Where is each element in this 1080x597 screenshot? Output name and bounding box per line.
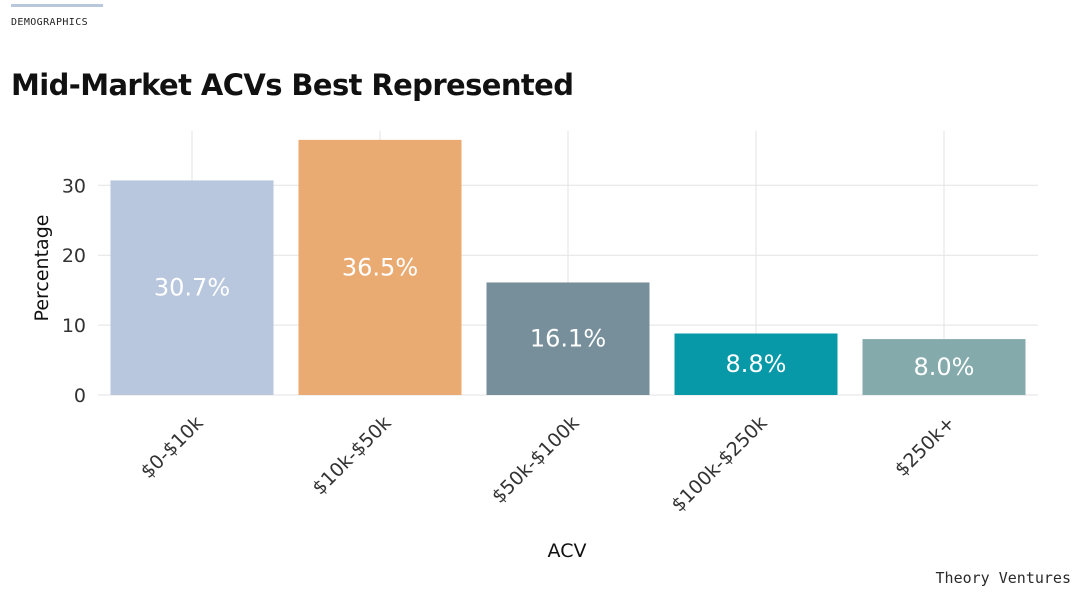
section-label: DEMOGRAPHICS	[11, 17, 89, 28]
y-axis-label: Percentage	[31, 215, 53, 322]
section-rule	[11, 4, 103, 7]
bar-value-label: 30.7%	[154, 274, 230, 302]
bar	[862, 339, 1026, 395]
bar	[298, 139, 462, 395]
y-tick-label: 30	[62, 175, 86, 197]
x-tick-label: $0-$10k	[137, 412, 208, 483]
x-tick-label: $100k-$250k	[667, 412, 771, 516]
x-tick-label: $50k-$100k	[488, 412, 584, 508]
bar-value-label: 36.5%	[342, 253, 418, 281]
bar	[674, 333, 838, 395]
x-axis-label: ACV	[548, 540, 587, 562]
y-tick-label: 0	[74, 385, 86, 407]
bar-value-label: 16.1%	[530, 325, 606, 353]
page-title: Mid-Market ACVs Best Represented	[11, 68, 574, 102]
x-tick-label: $10k-$50k	[308, 412, 395, 499]
footer-brand: Theory Ventures	[935, 569, 1071, 587]
bar-value-label: 8.0%	[914, 353, 975, 381]
bar-value-label: 8.8%	[726, 350, 787, 378]
bar	[110, 180, 274, 395]
y-tick-label: 20	[62, 245, 86, 267]
y-tick-label: 10	[62, 315, 86, 337]
bar	[486, 282, 650, 395]
chart-bars: 30.7% 36.5% 16.1% 8.8% 8.0%	[110, 139, 1026, 395]
x-tick-label: $250k+	[891, 412, 960, 481]
